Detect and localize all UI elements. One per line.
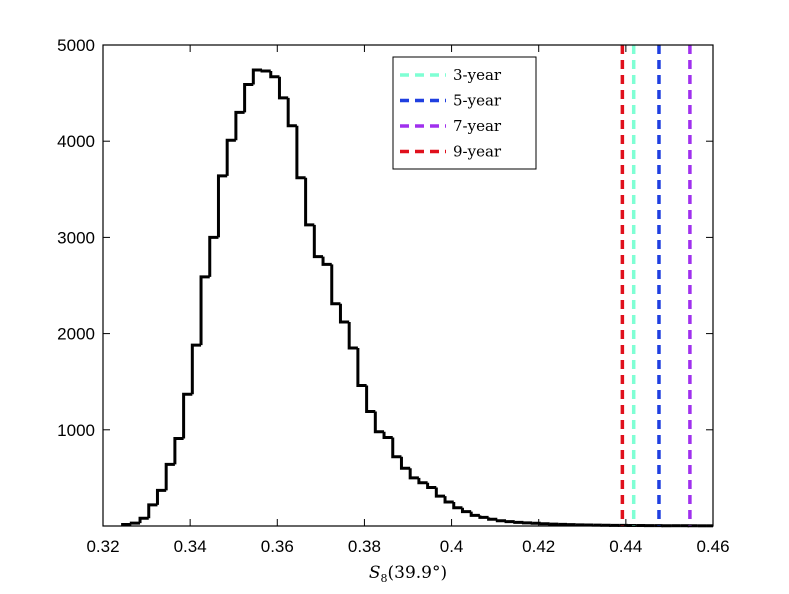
legend-label-7-year: 7-year [453,117,502,135]
histogram-bin [399,456,411,470]
histogram-bin [225,138,236,176]
histogram-bin [373,411,385,434]
histogram-bin [513,520,524,524]
histogram-bin [277,76,289,100]
vertical-lines [620,45,692,526]
histogram-bin [443,496,454,504]
histogram-bin [208,235,219,277]
histogram-bin [478,515,489,519]
histogram-bin [391,437,402,459]
histogram-bin [304,177,315,227]
x-axis-label: S8(39.9°) [369,563,447,585]
histogram-bin [382,431,393,439]
histogram-bin [286,97,297,128]
legend-label-3-year: 3-year [453,66,502,84]
y-tick-label: 3000 [57,228,95,247]
histogram-bin [234,110,245,141]
histogram-bin [164,462,175,491]
y-tick-labels: 1000 2000 3000 4000 5000 [57,36,95,440]
x-tick-label: 0.42 [522,537,555,556]
plot-frame [102,44,714,527]
x-tick-label: 0.44 [609,537,642,556]
histogram-bin [199,275,210,346]
y-tick-label: 2000 [57,325,95,344]
histogram-bin [321,256,332,266]
x-tick-label: 0.36 [261,537,294,556]
histogram-bin [452,501,463,510]
histogram-bin [216,174,228,238]
histogram-bin [251,68,263,85]
histogram-bin [295,125,306,180]
histogram-bin [138,516,149,524]
histogram-bin [504,520,515,524]
histogram-bin [347,322,358,350]
histogram-bin [434,487,446,498]
histogram-bin [408,468,419,480]
histogram-bin [417,477,428,485]
histogram-bin [365,385,376,414]
histogram-bin [495,519,507,523]
histogram-bin [460,507,472,514]
x-tick-label: 0.46 [696,537,729,556]
legend: 3-year 5-year 7-year 9-year [392,56,537,170]
y-tick-label: 4000 [57,132,95,151]
x-tick-label: 0.34 [174,537,207,556]
histogram [121,68,713,528]
x-tick-label: 0.32 [86,537,119,556]
histogram-bin [269,70,280,79]
histogram-bin [521,521,533,525]
y-tick-label: 5000 [57,36,95,55]
histogram-bin [155,488,167,505]
histogram-bin [182,392,193,439]
legend-label-9-year: 9-year [453,143,502,161]
legend-label-5-year: 5-year [453,92,502,110]
histogram-bin [487,517,498,521]
x-axis-label-sub: 8 [381,572,388,585]
histogram-bin [147,503,158,519]
histogram-bin [312,224,324,259]
histogram-bin [469,511,480,517]
histogram-bin [426,482,437,490]
histogram-bin [129,521,141,525]
histogram-bin [356,348,367,388]
x-axis-label-main: S [369,563,381,583]
histogram-bin [243,82,254,113]
histogram-bin [330,264,341,306]
axis-ticks [102,44,714,526]
histogram-bin [173,436,184,465]
x-tick-labels: 0.32 0.34 0.36 0.38 0.4 0.42 0.44 0.46 [86,537,729,556]
histogram-bin [338,303,350,324]
x-tick-label: 0.38 [348,537,381,556]
histogram-bin [190,343,202,395]
x-tick-label: 0.4 [440,537,464,556]
histogram-bin [260,69,271,73]
x-axis-label-arg: (39.9°) [388,563,448,583]
y-tick-label: 1000 [57,421,95,440]
